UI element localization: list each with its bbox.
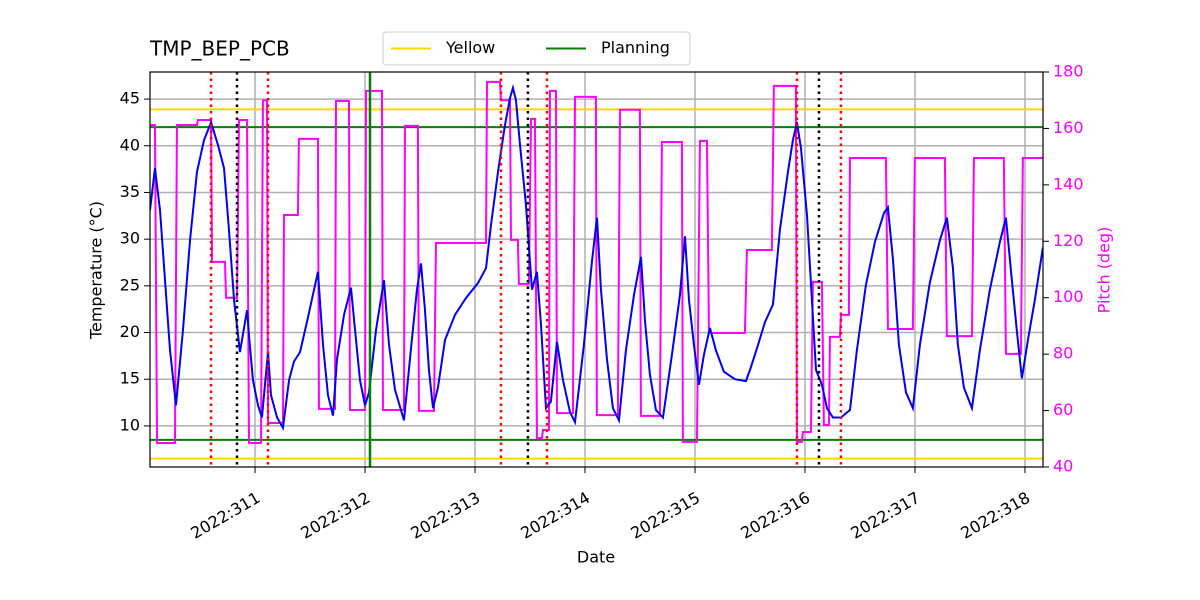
y-tick-label: 40 — [120, 135, 140, 154]
y-tick-label: 45 — [120, 89, 140, 108]
y-tick-label: 25 — [120, 275, 140, 294]
legend-label: Planning — [601, 38, 670, 57]
y-tick-label: 35 — [120, 182, 140, 201]
y2-tick-label: 140 — [1053, 174, 1084, 193]
y2-axis-label: Pitch (deg) — [1095, 227, 1114, 314]
series-line — [150, 80, 1043, 445]
y2-tick-label: 80 — [1053, 344, 1073, 363]
y-axis-label: Temperature (°C) — [87, 201, 106, 340]
y2-tick-label: 40 — [1053, 457, 1073, 476]
y2-tick-label: 180 — [1053, 62, 1084, 81]
legend: Yellow Planning — [382, 31, 691, 66]
y2-tick-label: 120 — [1053, 231, 1084, 250]
y2-tick-label: 60 — [1053, 400, 1073, 419]
y2-tick-label: 100 — [1053, 287, 1084, 306]
series-line — [150, 83, 1043, 431]
y-tick-label: 30 — [120, 229, 140, 248]
plot-frame — [149, 71, 1044, 468]
y-tick-label: 20 — [120, 322, 140, 341]
y-tick-label: 10 — [120, 415, 140, 434]
y-tick-label: 15 — [120, 369, 140, 388]
chart-title: TMP_BEP_PCB — [149, 37, 290, 61]
legend-label: Yellow — [445, 38, 495, 57]
x-axis-label: Date — [577, 548, 615, 567]
y2-tick-label: 160 — [1053, 118, 1084, 137]
legend-box — [382, 31, 691, 66]
plot-lines — [150, 80, 1043, 445]
